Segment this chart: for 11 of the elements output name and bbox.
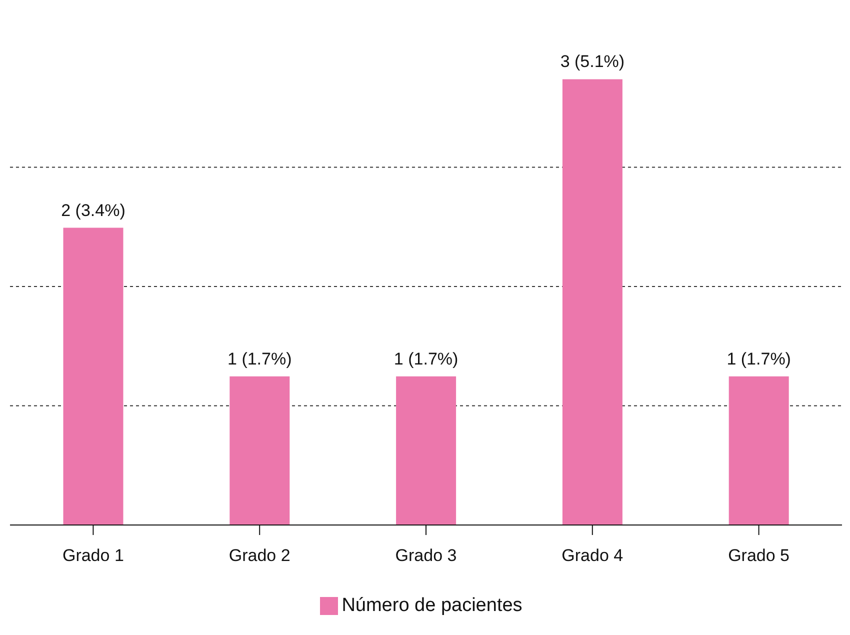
- x-tick-label: Grado 2: [228, 546, 290, 566]
- data-label: 1 (1.7%): [394, 349, 458, 368]
- data-label: 3 (5.1%): [560, 52, 625, 72]
- legend-label: Número de pacientes: [342, 595, 522, 616]
- data-label: 1 (1.7%): [228, 349, 292, 368]
- x-tick-label: Grado 5: [728, 546, 790, 566]
- x-tick-label: Grado 4: [562, 546, 624, 566]
- x-tick-label: Grado 1: [62, 546, 124, 566]
- data-label: 2 (3.4%): [61, 200, 126, 220]
- x-tick-label: Grado 3: [395, 546, 457, 566]
- data-label: 1 (1.7%): [726, 349, 791, 368]
